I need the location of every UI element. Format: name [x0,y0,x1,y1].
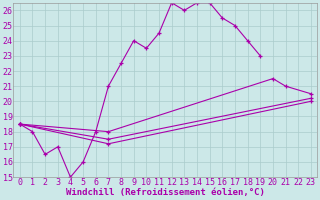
X-axis label: Windchill (Refroidissement éolien,°C): Windchill (Refroidissement éolien,°C) [66,188,265,197]
